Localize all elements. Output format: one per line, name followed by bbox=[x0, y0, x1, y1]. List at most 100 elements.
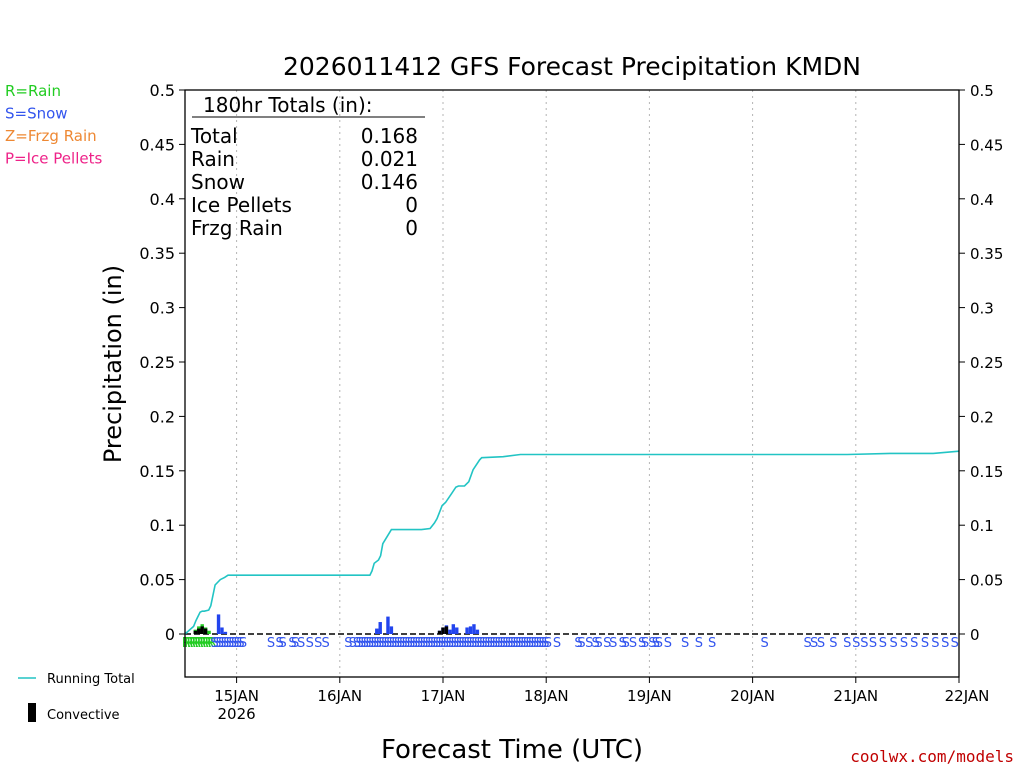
snow-marker: S bbox=[648, 636, 656, 651]
totals-value: 0 bbox=[405, 216, 418, 240]
snow-marker: S bbox=[226, 636, 234, 651]
rain-marker: R bbox=[184, 636, 193, 651]
totals-value: 0.168 bbox=[361, 124, 418, 148]
y-tick-label-right: 0.15 bbox=[970, 463, 1003, 481]
snow-marker: S bbox=[553, 636, 561, 651]
rain-marker: R bbox=[197, 636, 206, 651]
snow-marker: S bbox=[384, 636, 392, 651]
snow-marker: S bbox=[629, 636, 637, 651]
y-tick-label: 0.45 bbox=[139, 135, 175, 154]
snow-marker: S bbox=[638, 636, 646, 651]
x-tick-sublabel: 2026 bbox=[218, 705, 256, 723]
x-tick-label: 19JAN bbox=[627, 687, 672, 705]
y-tick-label: 0.1 bbox=[150, 516, 175, 535]
snow-marker: S bbox=[664, 636, 672, 651]
rain-marker: R bbox=[195, 636, 204, 651]
snow-marker: S bbox=[541, 636, 549, 651]
snow-marker: S bbox=[910, 636, 918, 651]
y-tick-label: 0 bbox=[165, 625, 175, 644]
running-total-legend-label: Running Total bbox=[47, 672, 135, 687]
snow-marker: S bbox=[267, 636, 275, 651]
snow-marker: S bbox=[505, 636, 513, 651]
snow-marker: S bbox=[430, 636, 438, 651]
snow-marker: S bbox=[453, 636, 461, 651]
snow-marker: S bbox=[374, 636, 382, 651]
precip-bar-convective bbox=[200, 626, 204, 634]
snow-marker: S bbox=[464, 636, 472, 651]
totals-box: 180hr Totals (in): Total 0.168 Rain 0.021 Sn… bbox=[190, 93, 425, 240]
convective-legend-label: Convective bbox=[47, 708, 120, 723]
snow-marker: S bbox=[441, 636, 449, 651]
snow-marker: S bbox=[490, 636, 498, 651]
snow-marker: S bbox=[469, 636, 477, 651]
snow-marker: S bbox=[492, 636, 500, 651]
snow-marker: S bbox=[397, 636, 405, 651]
rain-marker: R bbox=[187, 636, 196, 651]
snow-marker: S bbox=[379, 636, 387, 651]
series-legend: Running Total Convective bbox=[18, 672, 135, 723]
snow-marker: S bbox=[353, 636, 361, 651]
rain-marker: R bbox=[200, 636, 209, 651]
snow-marker: S bbox=[817, 636, 825, 651]
snow-marker: S bbox=[479, 636, 487, 651]
snow-marker: S bbox=[521, 636, 529, 651]
snow-marker: S bbox=[218, 636, 226, 651]
snow-marker: S bbox=[518, 636, 526, 651]
precip-bar-snow bbox=[465, 627, 469, 634]
snow-marker: S bbox=[513, 636, 521, 651]
y-axis-label: Precipitation (in) bbox=[99, 265, 127, 463]
snow-marker: S bbox=[229, 636, 237, 651]
snow-marker: S bbox=[487, 636, 495, 651]
y-tick-label: 0.4 bbox=[150, 190, 175, 209]
snow-marker: S bbox=[420, 636, 428, 651]
rain-marker: R bbox=[192, 636, 201, 651]
snow-marker: S bbox=[407, 636, 415, 651]
x-tick-label: 16JAN bbox=[317, 687, 362, 705]
y-tick-label-right: 0.2 bbox=[970, 408, 994, 426]
snow-marker: S bbox=[474, 636, 482, 651]
y-tick-label: 0.05 bbox=[139, 571, 175, 590]
y-tick-label: 0.3 bbox=[150, 299, 175, 318]
snow-marker: S bbox=[641, 636, 649, 651]
type-legend-item: P=Ice Pellets bbox=[5, 150, 102, 168]
snow-marker: S bbox=[459, 636, 467, 651]
precip-bar-snow bbox=[389, 626, 394, 634]
y-tick-label-right: 0.05 bbox=[970, 572, 1003, 590]
snow-marker: S bbox=[539, 636, 547, 651]
snow-marker: S bbox=[595, 636, 603, 651]
totals-value: 0.021 bbox=[361, 147, 418, 171]
snow-marker: S bbox=[577, 636, 585, 651]
snow-marker: S bbox=[655, 636, 663, 651]
precip-bar-snow bbox=[468, 626, 473, 634]
snow-marker: S bbox=[399, 636, 407, 651]
rain-marker: R bbox=[182, 636, 191, 651]
snow-marker: S bbox=[412, 636, 420, 651]
totals-label: Frzg Rain bbox=[191, 216, 283, 240]
type-legend-item: Z=Frzg Rain bbox=[5, 127, 97, 145]
snow-marker: S bbox=[523, 636, 531, 651]
running-total-group bbox=[184, 450, 960, 635]
y-tick-label-right: 0.4 bbox=[970, 191, 994, 209]
totals-label: Ice Pellets bbox=[191, 193, 292, 217]
snow-marker: S bbox=[361, 636, 369, 651]
snow-marker: S bbox=[415, 636, 423, 651]
snow-marker: S bbox=[931, 636, 939, 651]
snow-marker: S bbox=[533, 636, 541, 651]
snow-marker: S bbox=[446, 636, 454, 651]
x-tick-label: 20JAN bbox=[730, 687, 775, 705]
snow-marker: S bbox=[500, 636, 508, 651]
snow-marker: S bbox=[852, 636, 860, 651]
rain-marker: R bbox=[202, 636, 211, 651]
snow-marker: S bbox=[435, 636, 443, 651]
snow-marker: S bbox=[223, 636, 231, 651]
snow-marker: S bbox=[386, 636, 394, 651]
snow-marker: S bbox=[495, 636, 503, 651]
snow-marker: S bbox=[472, 636, 480, 651]
y-tick-label: 0.2 bbox=[150, 407, 175, 426]
precip-bar-rain bbox=[207, 630, 211, 634]
totals-label: Total bbox=[190, 124, 238, 148]
snow-marker: S bbox=[278, 636, 286, 651]
snow-marker: S bbox=[804, 636, 812, 651]
snow-marker: S bbox=[358, 636, 366, 651]
precip-bar-snow bbox=[475, 629, 480, 634]
